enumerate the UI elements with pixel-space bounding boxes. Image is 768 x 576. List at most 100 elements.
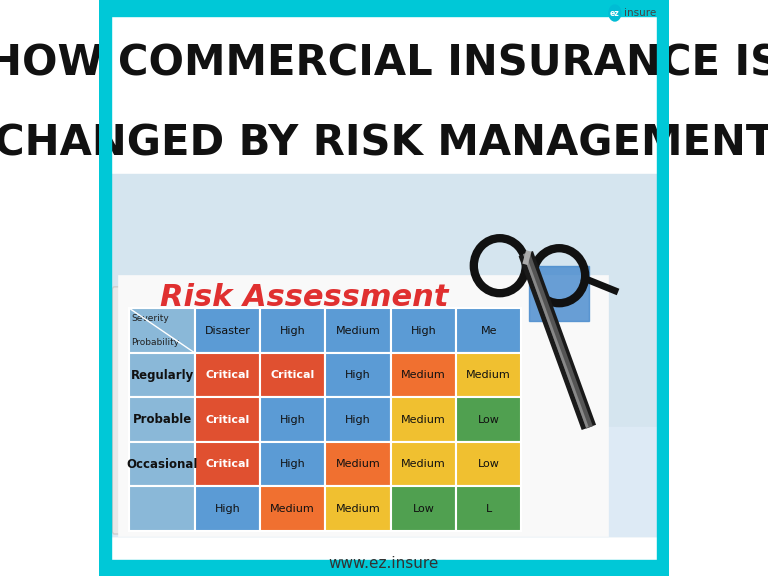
FancyBboxPatch shape: [242, 486, 266, 509]
Text: insure: insure: [624, 8, 656, 18]
Text: Disaster: Disaster: [204, 325, 250, 336]
FancyBboxPatch shape: [270, 329, 292, 351]
FancyBboxPatch shape: [211, 437, 234, 460]
FancyBboxPatch shape: [188, 437, 211, 460]
FancyBboxPatch shape: [270, 384, 292, 407]
Text: L: L: [485, 504, 492, 514]
Text: Probable: Probable: [132, 413, 192, 426]
Bar: [195, 487, 260, 531]
Text: High: High: [280, 415, 306, 425]
Bar: [260, 487, 326, 531]
Bar: [456, 487, 521, 531]
FancyBboxPatch shape: [206, 384, 227, 407]
Bar: [118, 275, 608, 536]
Text: Low: Low: [478, 459, 500, 469]
Bar: [391, 397, 456, 442]
Text: www.ez.insure: www.ez.insure: [329, 556, 439, 571]
FancyBboxPatch shape: [227, 329, 249, 351]
Text: Severity: Severity: [131, 314, 170, 323]
FancyBboxPatch shape: [165, 437, 188, 460]
Text: Medium: Medium: [336, 504, 380, 514]
FancyBboxPatch shape: [119, 384, 141, 407]
Bar: [99, 560, 669, 576]
Bar: [326, 442, 391, 487]
Text: High: High: [280, 459, 306, 469]
Bar: [111, 427, 657, 536]
Text: HOW COMMERCIAL INSURANCE IS: HOW COMMERCIAL INSURANCE IS: [0, 43, 768, 85]
Text: Critical: Critical: [205, 415, 250, 425]
Bar: [456, 442, 521, 487]
Bar: [111, 16, 657, 174]
FancyBboxPatch shape: [168, 486, 193, 509]
Text: High: High: [214, 504, 240, 514]
Bar: [195, 442, 260, 487]
Bar: [195, 397, 260, 442]
FancyBboxPatch shape: [313, 329, 335, 351]
Text: Regularly: Regularly: [131, 369, 194, 382]
FancyBboxPatch shape: [234, 437, 257, 460]
FancyBboxPatch shape: [184, 329, 206, 351]
FancyBboxPatch shape: [249, 329, 270, 351]
Bar: [260, 353, 326, 397]
Text: High: High: [345, 370, 371, 380]
FancyBboxPatch shape: [217, 486, 242, 509]
Bar: [170, 363, 393, 526]
FancyBboxPatch shape: [142, 437, 165, 460]
Text: Low: Low: [478, 415, 500, 425]
Bar: [456, 353, 521, 397]
Text: Critical: Critical: [205, 370, 250, 380]
Bar: [260, 442, 326, 487]
Text: Probability: Probability: [131, 338, 180, 347]
FancyBboxPatch shape: [162, 329, 184, 351]
Bar: [129, 353, 195, 397]
Bar: [195, 353, 260, 397]
FancyBboxPatch shape: [141, 384, 162, 407]
FancyBboxPatch shape: [291, 486, 316, 509]
Bar: [326, 308, 391, 353]
FancyBboxPatch shape: [193, 486, 217, 509]
Text: ez: ez: [610, 9, 620, 17]
Bar: [111, 174, 657, 536]
FancyBboxPatch shape: [144, 486, 168, 509]
FancyBboxPatch shape: [184, 384, 206, 407]
Bar: [657, 0, 669, 576]
Bar: [326, 397, 391, 442]
FancyBboxPatch shape: [206, 329, 227, 351]
Bar: [326, 353, 391, 397]
Text: Medium: Medium: [401, 370, 445, 380]
Bar: [99, 0, 669, 16]
Bar: [260, 308, 326, 353]
Bar: [129, 397, 195, 442]
FancyBboxPatch shape: [313, 384, 335, 407]
FancyBboxPatch shape: [303, 437, 326, 460]
Bar: [391, 442, 456, 487]
FancyBboxPatch shape: [280, 437, 303, 460]
Bar: [129, 442, 195, 487]
Text: Risk Assessment: Risk Assessment: [161, 283, 449, 312]
FancyBboxPatch shape: [249, 384, 270, 407]
FancyBboxPatch shape: [162, 384, 184, 407]
Text: High: High: [345, 415, 371, 425]
Bar: [456, 397, 521, 442]
Text: Medium: Medium: [401, 415, 445, 425]
Text: Medium: Medium: [270, 504, 315, 514]
Bar: [391, 353, 456, 397]
FancyBboxPatch shape: [266, 486, 291, 509]
FancyBboxPatch shape: [335, 329, 356, 351]
Text: High: High: [410, 325, 436, 336]
Bar: [529, 266, 589, 321]
Bar: [129, 487, 195, 531]
Text: Critical: Critical: [205, 459, 250, 469]
Bar: [391, 308, 456, 353]
Text: Medium: Medium: [466, 370, 511, 380]
Circle shape: [609, 5, 621, 21]
FancyBboxPatch shape: [257, 437, 280, 460]
Text: Low: Low: [412, 504, 434, 514]
Bar: [456, 308, 521, 353]
Bar: [391, 487, 456, 531]
FancyBboxPatch shape: [119, 329, 141, 351]
Text: High: High: [280, 325, 306, 336]
Bar: [195, 308, 260, 353]
Bar: [129, 308, 195, 353]
Text: CHANGED BY RISK MANAGEMENT: CHANGED BY RISK MANAGEMENT: [0, 123, 768, 165]
